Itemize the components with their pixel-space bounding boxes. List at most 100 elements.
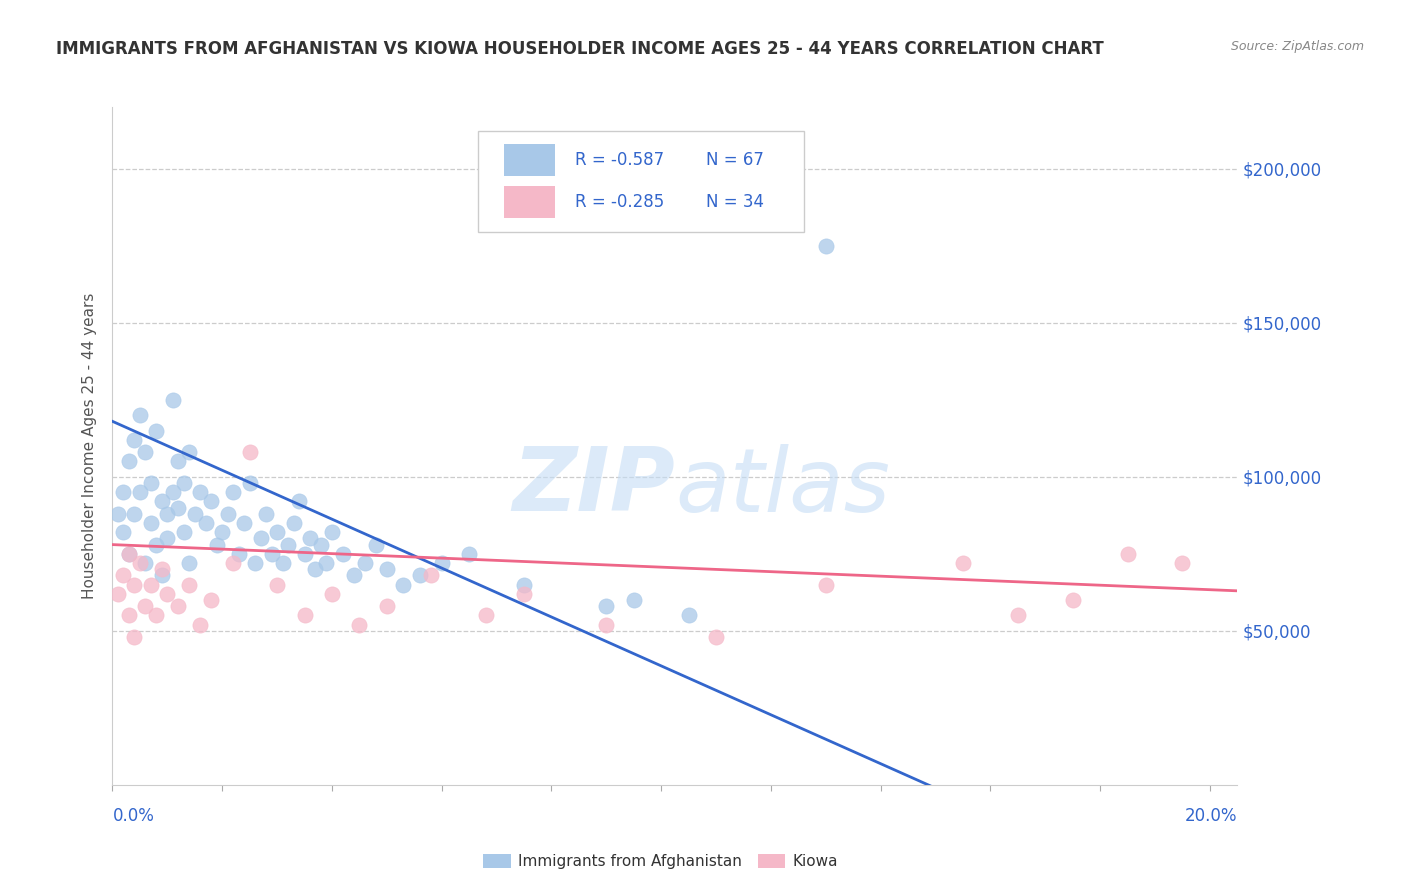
Point [814, 577, 837, 591]
Point [156, 532, 179, 546]
Point [678, 608, 700, 623]
Point [1062, 593, 1084, 607]
Point [595, 617, 617, 632]
Text: Source: ZipAtlas.com: Source: ZipAtlas.com [1230, 40, 1364, 54]
Text: R = -0.587: R = -0.587 [575, 151, 664, 169]
Point [134, 445, 156, 459]
Point [266, 525, 288, 540]
Point [188, 617, 211, 632]
Point [167, 500, 190, 515]
FancyBboxPatch shape [503, 186, 554, 219]
Point [124, 433, 146, 447]
Point [309, 538, 332, 552]
Point [409, 568, 432, 582]
Y-axis label: Householder Income Ages 25 - 44 years: Householder Income Ages 25 - 44 years [82, 293, 97, 599]
Point [118, 608, 141, 623]
Point [375, 599, 398, 614]
Point [112, 485, 135, 500]
Point [162, 392, 184, 407]
Point [430, 556, 453, 570]
Point [124, 630, 146, 644]
Text: ZIP: ZIP [512, 443, 675, 530]
Point [343, 568, 366, 582]
Point [167, 599, 190, 614]
Point [623, 593, 645, 607]
Point [364, 538, 387, 552]
Point [112, 568, 135, 582]
Point [271, 556, 294, 570]
Point [179, 577, 201, 591]
Point [188, 485, 211, 500]
Point [129, 485, 152, 500]
Point [222, 556, 245, 570]
Point [179, 556, 201, 570]
Point [321, 525, 343, 540]
Point [349, 617, 371, 632]
Point [814, 238, 837, 252]
Point [217, 507, 239, 521]
Point [704, 630, 727, 644]
Point [200, 494, 222, 508]
Point [419, 568, 441, 582]
Point [156, 587, 179, 601]
FancyBboxPatch shape [503, 144, 554, 177]
Point [211, 525, 233, 540]
Point [173, 525, 195, 540]
Point [112, 525, 135, 540]
Point [107, 507, 129, 521]
Point [458, 547, 481, 561]
Point [156, 507, 179, 521]
Point [145, 608, 167, 623]
Point [129, 408, 152, 422]
Point [304, 562, 326, 576]
Point [239, 445, 262, 459]
Point [184, 507, 207, 521]
Point [332, 547, 354, 561]
Point [179, 445, 201, 459]
Text: R = -0.285: R = -0.285 [575, 193, 664, 211]
Point [513, 587, 536, 601]
Legend: Immigrants from Afghanistan, Kiowa: Immigrants from Afghanistan, Kiowa [477, 847, 845, 875]
Point [513, 577, 536, 591]
Text: N = 34: N = 34 [706, 193, 765, 211]
Point [298, 532, 321, 546]
Point [145, 424, 167, 438]
FancyBboxPatch shape [478, 131, 804, 233]
Point [283, 516, 305, 530]
Point [194, 516, 217, 530]
Point [595, 599, 617, 614]
Point [233, 516, 256, 530]
Point [124, 507, 146, 521]
Text: 20.0%: 20.0% [1185, 807, 1237, 825]
Point [260, 547, 283, 561]
Point [167, 454, 190, 468]
Point [222, 485, 245, 500]
Point [1007, 608, 1029, 623]
Text: atlas: atlas [675, 443, 890, 530]
Point [277, 538, 299, 552]
Point [1171, 556, 1194, 570]
Point [205, 538, 228, 552]
Point [294, 547, 316, 561]
Point [200, 593, 222, 607]
Point [321, 587, 343, 601]
Point [294, 608, 316, 623]
Point [134, 599, 156, 614]
Text: IMMIGRANTS FROM AFGHANISTAN VS KIOWA HOUSEHOLDER INCOME AGES 25 - 44 YEARS CORRE: IMMIGRANTS FROM AFGHANISTAN VS KIOWA HOU… [56, 40, 1104, 58]
Point [288, 494, 311, 508]
Point [150, 568, 173, 582]
Point [139, 475, 162, 490]
Point [249, 532, 271, 546]
Point [129, 556, 152, 570]
Point [228, 547, 250, 561]
Point [139, 516, 162, 530]
Point [375, 562, 398, 576]
Point [150, 494, 173, 508]
Point [139, 577, 162, 591]
Point [118, 547, 141, 561]
Point [1116, 547, 1139, 561]
Point [239, 475, 262, 490]
Text: N = 67: N = 67 [706, 151, 765, 169]
Point [243, 556, 266, 570]
Point [150, 562, 173, 576]
